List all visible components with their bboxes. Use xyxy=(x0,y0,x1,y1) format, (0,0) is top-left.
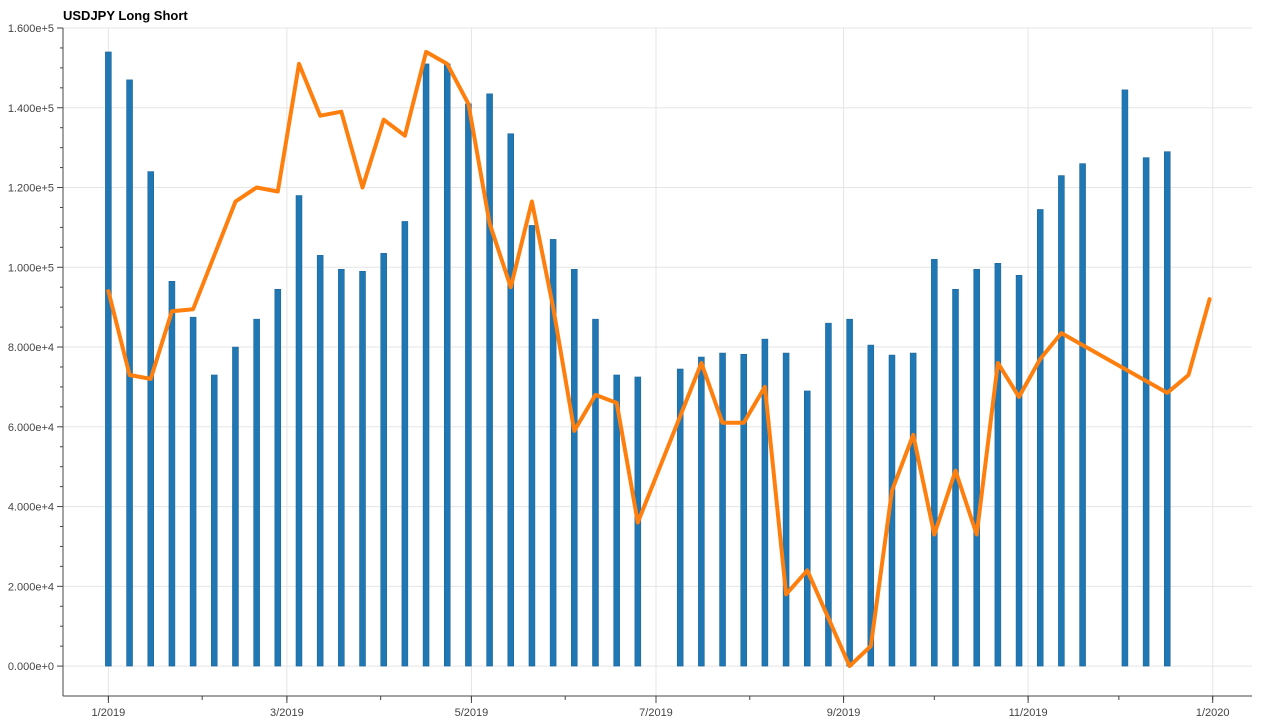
bar xyxy=(846,318,853,667)
bar xyxy=(253,318,260,667)
bar xyxy=(1015,275,1023,667)
bar xyxy=(189,316,197,667)
y-tick-label: 1.200e+5 xyxy=(8,183,54,195)
bar xyxy=(1058,175,1065,667)
bar xyxy=(782,352,790,667)
bar xyxy=(528,225,536,667)
line-series xyxy=(106,49,1212,669)
y-tick-label: 2.000e+4 xyxy=(8,581,54,593)
bar xyxy=(401,221,409,667)
x-tick-label: 5/2019 xyxy=(455,707,489,719)
bar xyxy=(168,280,176,667)
bar xyxy=(740,353,747,667)
bar xyxy=(486,93,493,667)
x-tick-label: 9/2019 xyxy=(827,707,861,719)
bar xyxy=(338,269,345,667)
bar xyxy=(507,133,515,667)
bar xyxy=(1142,157,1150,667)
bar xyxy=(994,263,1002,667)
bar-series xyxy=(105,51,1171,667)
bar xyxy=(613,374,620,667)
bar xyxy=(105,51,112,667)
bar xyxy=(274,288,282,667)
grid-layer xyxy=(63,27,1252,696)
y-tick-label: 1.400e+5 xyxy=(8,103,54,115)
axes: 0.000e+0 2.000e+4 4.000e+4 6.000e+4 8.000e+4… xyxy=(8,23,1252,719)
x-tick-label: 1/2019 xyxy=(92,707,126,719)
bar xyxy=(1079,163,1086,667)
bar xyxy=(380,253,387,667)
y-tick-label: 1.600e+5 xyxy=(8,23,54,35)
bar xyxy=(232,346,239,667)
series-line xyxy=(106,49,1212,669)
bar xyxy=(359,271,366,667)
x-tick-label: 3/2019 xyxy=(270,707,304,719)
bar xyxy=(909,352,917,667)
x-tick-label: 7/2019 xyxy=(639,707,673,719)
bar xyxy=(147,171,154,667)
bar xyxy=(719,352,726,667)
x-tick-label: 11/2019 xyxy=(1009,707,1048,719)
bar xyxy=(698,356,705,667)
y-tick-label: 6.000e+4 xyxy=(8,422,54,434)
bar xyxy=(422,63,430,667)
x-tick-label: 1/2020 xyxy=(1196,707,1230,719)
bar xyxy=(592,318,599,667)
y-tick-label: 4.000e+4 xyxy=(8,502,54,514)
bar xyxy=(1164,151,1171,667)
y-tick-label: 0.000e+0 xyxy=(8,661,54,673)
bar xyxy=(1121,89,1129,667)
bar xyxy=(295,195,303,667)
bar xyxy=(211,374,218,667)
bar xyxy=(804,390,811,667)
bar xyxy=(571,269,578,667)
y-tick-label: 1.000e+5 xyxy=(8,262,54,274)
y-tick-label: 8.000e+4 xyxy=(8,342,54,354)
bar xyxy=(316,255,324,667)
bar xyxy=(443,63,451,667)
bar xyxy=(1036,209,1044,667)
bar xyxy=(931,259,938,667)
bar xyxy=(465,103,472,667)
bar xyxy=(761,338,769,667)
chart-title: USDJPY Long Short xyxy=(63,8,188,23)
bar xyxy=(676,368,684,667)
bar xyxy=(825,322,832,667)
bar xyxy=(973,269,980,667)
bar xyxy=(867,344,875,667)
bar xyxy=(549,239,557,667)
